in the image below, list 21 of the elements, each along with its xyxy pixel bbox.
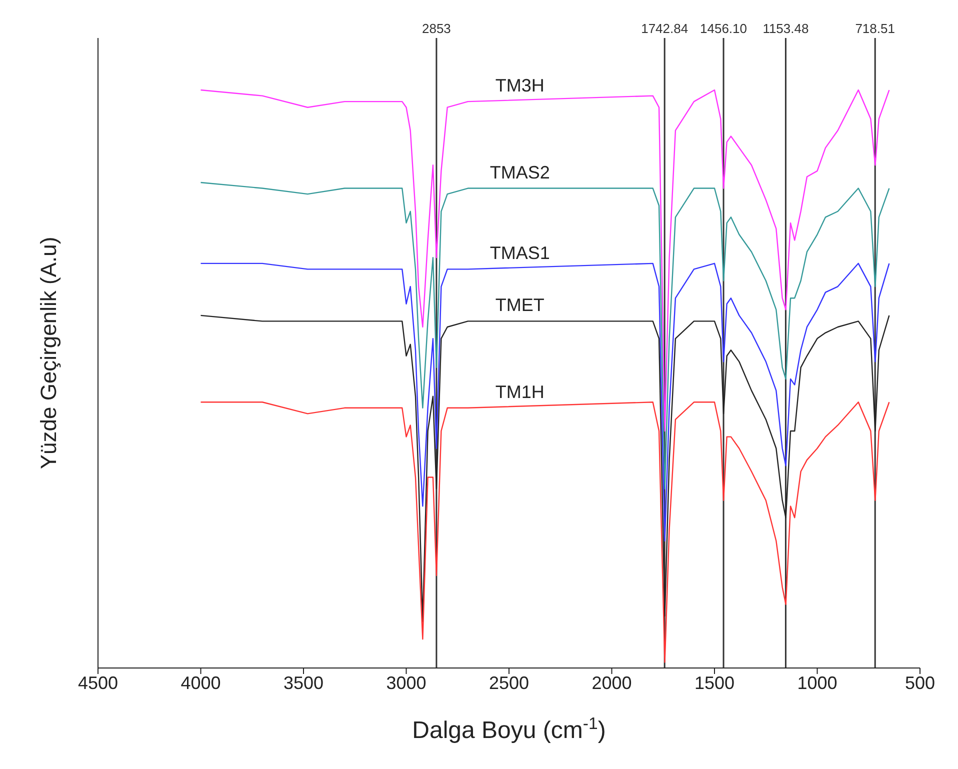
ref-line-label: 1456.10: [700, 21, 748, 36]
series-label: TMAS1: [490, 243, 550, 264]
ref-line-label: 1742.84: [641, 21, 688, 36]
y-axis-title: Yüzde Geçirgenlik (A.u): [36, 236, 61, 470]
series-label: TM3H: [495, 76, 544, 96]
x-tick-label: 4000: [180, 672, 221, 693]
ref-line-label: 1153.48: [762, 21, 809, 36]
ref-line-label: 2853: [422, 21, 451, 36]
x-axis-title: Dalga Boyu (cm$^{-1}$): [412, 714, 606, 744]
x-tick-label: 1500: [694, 672, 735, 693]
series-label: TM1H: [495, 382, 544, 402]
x-tick-label: 2000: [592, 672, 632, 693]
series-label: TMET: [495, 295, 544, 316]
x-tick-label: 3000: [386, 672, 426, 693]
x-tick-label: 4500: [78, 672, 118, 693]
series-label: TMAS2: [490, 162, 550, 182]
x-tick-label: 2500: [488, 672, 530, 693]
x-tick-label: 1000: [797, 672, 838, 693]
x-tick-label: 3500: [283, 672, 324, 693]
ref-line-label: 718.51: [855, 21, 895, 36]
x-tick-label: 500: [904, 672, 936, 693]
